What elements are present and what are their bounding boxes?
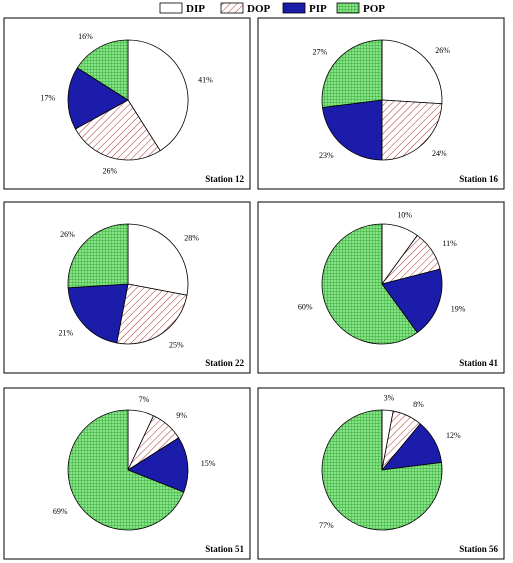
pie-panels: 41% 26% 17% 16% Station 12 26% 24% 23% 27% Statio…	[3, 17, 505, 560]
legend-label-pop: POP	[363, 3, 385, 15]
legend-item-dip: DIP	[159, 2, 205, 15]
pct-label-dop: 9%	[176, 411, 187, 420]
legend-item-pop: POP	[336, 2, 385, 15]
pct-label-pip: 19%	[451, 305, 466, 314]
slice-pop	[321, 223, 418, 345]
slice-pip	[67, 283, 129, 344]
slice-pop	[321, 409, 443, 531]
panel-station-16: 26% 24% 23% 27% Station 16	[257, 17, 505, 190]
pct-label-dip: 3%	[384, 393, 395, 402]
legend-swatch-dip	[159, 2, 183, 14]
pct-label-pop: 77%	[319, 521, 334, 530]
legend-swatch-pop	[336, 2, 360, 14]
station-label: Station 56	[459, 544, 498, 554]
legend-item-pip: PIP	[282, 2, 327, 15]
legend-swatch-dop	[220, 2, 244, 14]
pct-label-dip: 28%	[184, 234, 199, 243]
pct-label-pip: 15%	[201, 459, 216, 468]
station-label: Station 16	[459, 174, 498, 184]
station-label: Station 22	[205, 358, 244, 368]
slice-dop	[74, 99, 161, 161]
slice-pop	[67, 409, 185, 531]
pct-label-dip: 7%	[139, 395, 150, 404]
panel-station-12: 41% 26% 17% 16% Station 12	[3, 17, 251, 190]
pct-label-pip: 21%	[59, 328, 74, 337]
legend-item-dop: DOP	[220, 2, 271, 15]
slice-dop	[381, 99, 443, 161]
pct-label-pip: 23%	[319, 151, 334, 160]
pct-label-pop: 26%	[60, 230, 75, 239]
slice-dip	[381, 39, 443, 105]
station-label: Station 12	[205, 174, 244, 184]
slice-pip	[67, 67, 129, 130]
panel-station-22: 28% 25% 21% 26% Station 22	[3, 201, 251, 374]
pct-label-pop: 27%	[313, 48, 328, 57]
station-label: Station 51	[205, 544, 244, 554]
pct-label-dop: 8%	[413, 400, 424, 409]
pct-label-dop: 26%	[102, 167, 117, 176]
slice-dop	[116, 283, 188, 345]
slice-pip	[127, 437, 189, 493]
pct-label-dip: 26%	[435, 46, 450, 55]
pct-label-pip: 12%	[446, 431, 461, 440]
station-label: Station 41	[459, 358, 498, 368]
pct-label-pip: 17%	[40, 94, 55, 103]
panel-station-51: 7% 9% 15% 69% Station 51	[3, 387, 251, 560]
slice-pip	[381, 268, 443, 334]
pct-label-dip: 41%	[198, 76, 213, 85]
legend-label-dip: DIP	[186, 3, 205, 15]
pct-label-pop: 60%	[298, 303, 313, 312]
panel-station-56: 3% 8% 12% 77% Station 56	[257, 387, 505, 560]
pct-label-pop: 69%	[53, 507, 68, 516]
pct-label-dop: 25%	[169, 340, 184, 349]
pct-label-dop: 24%	[432, 149, 447, 158]
slice-pop	[76, 39, 129, 101]
legend-label-dop: DOP	[247, 3, 271, 15]
legend-label-pip: PIP	[309, 3, 327, 15]
slice-pop	[67, 223, 129, 289]
legend: DIP DOP PIP POP	[159, 2, 385, 15]
pct-label-dip: 10%	[397, 211, 412, 220]
pct-label-pop: 16%	[78, 32, 93, 41]
slice-pop	[321, 39, 383, 108]
slice-pip	[322, 99, 383, 161]
legend-swatch-pip	[282, 2, 306, 14]
slice-dip	[127, 223, 189, 296]
pct-label-dop: 11%	[442, 239, 457, 248]
panel-station-41: 10% 11% 19% 60% Station 41	[257, 201, 505, 374]
